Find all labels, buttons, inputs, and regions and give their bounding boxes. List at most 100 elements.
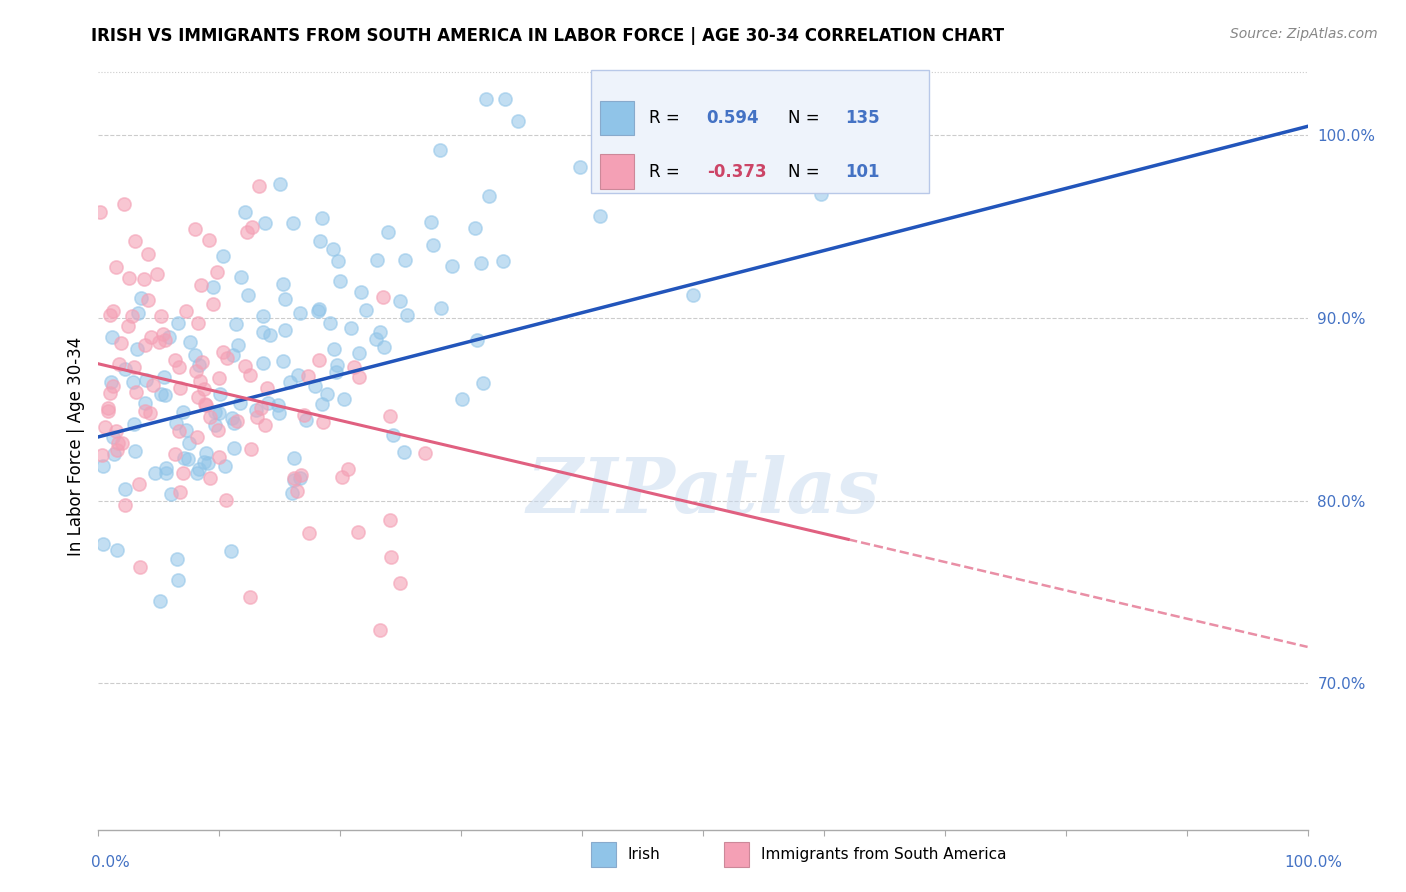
Point	[217, 351, 239, 365]
Point	[211, 249, 233, 263]
Point	[97, 404, 120, 418]
Point	[283, 473, 305, 487]
Point	[208, 371, 231, 385]
Point	[183, 348, 205, 362]
Point	[307, 304, 329, 318]
Point	[167, 573, 190, 587]
Point	[167, 359, 190, 374]
Point	[252, 309, 274, 323]
Point	[259, 328, 281, 343]
Text: ZIPatlas: ZIPatlas	[526, 455, 880, 529]
Point	[441, 259, 464, 273]
Point	[112, 196, 135, 211]
Point	[228, 338, 250, 352]
Point	[214, 458, 236, 473]
Point	[105, 543, 128, 558]
Point	[250, 401, 273, 415]
Point	[347, 524, 370, 539]
Point	[311, 211, 333, 226]
Point	[298, 526, 321, 541]
Point	[429, 143, 451, 157]
Point	[329, 274, 352, 288]
Point	[494, 92, 516, 106]
Point	[149, 386, 172, 401]
Point	[124, 443, 146, 458]
Point	[215, 492, 238, 507]
Point	[117, 319, 139, 334]
Point	[333, 392, 356, 406]
Point	[420, 215, 443, 229]
Point	[380, 409, 402, 424]
Point	[350, 285, 373, 299]
Point	[219, 543, 242, 558]
Point	[229, 396, 252, 410]
Point	[121, 310, 143, 324]
Point	[197, 456, 219, 470]
Point	[139, 406, 162, 420]
Point	[315, 387, 337, 401]
Point	[153, 388, 176, 402]
Point	[253, 216, 276, 230]
Point	[280, 375, 302, 389]
Point	[221, 411, 243, 425]
Point	[354, 303, 377, 318]
Point	[146, 267, 169, 281]
Point	[193, 455, 215, 469]
Point	[371, 290, 394, 304]
Point	[204, 418, 226, 433]
Point	[236, 287, 259, 301]
Point	[127, 306, 149, 320]
Point	[312, 415, 335, 429]
Point	[332, 470, 354, 484]
Point	[98, 386, 121, 401]
Point	[711, 101, 734, 115]
Point	[208, 406, 231, 420]
Text: Immigrants from South America: Immigrants from South America	[761, 847, 1007, 862]
Point	[373, 341, 395, 355]
Point	[193, 382, 215, 396]
Point	[464, 221, 486, 235]
Point	[451, 392, 474, 407]
Point	[143, 466, 166, 480]
Point	[377, 226, 399, 240]
Point	[471, 376, 494, 391]
Point	[128, 477, 150, 491]
Point	[134, 396, 156, 410]
Point	[430, 301, 453, 315]
Point	[322, 342, 344, 356]
Point	[141, 330, 163, 344]
Point	[478, 188, 501, 202]
Point	[506, 114, 529, 128]
Point	[394, 445, 416, 459]
Point	[285, 484, 308, 499]
Point	[194, 397, 217, 411]
Point	[283, 470, 305, 484]
Point	[254, 417, 277, 432]
Point	[240, 219, 263, 234]
Point	[94, 420, 117, 434]
Point	[134, 338, 156, 352]
FancyBboxPatch shape	[600, 154, 634, 189]
Point	[222, 416, 245, 430]
Point	[326, 254, 349, 268]
Point	[97, 401, 120, 416]
Point	[236, 225, 259, 239]
Point	[173, 451, 195, 466]
Point	[290, 471, 312, 485]
Point	[281, 485, 304, 500]
Text: -0.373: -0.373	[707, 162, 766, 181]
Point	[422, 238, 444, 252]
Point	[142, 377, 165, 392]
Point	[179, 334, 201, 349]
Point	[208, 387, 231, 401]
Point	[256, 396, 278, 410]
Point	[191, 355, 214, 369]
Point	[222, 441, 245, 455]
Point	[186, 467, 208, 481]
Point	[128, 559, 150, 574]
Point	[225, 414, 247, 428]
Point	[413, 446, 436, 460]
Point	[252, 325, 274, 339]
Point	[274, 292, 297, 306]
Point	[388, 294, 411, 309]
